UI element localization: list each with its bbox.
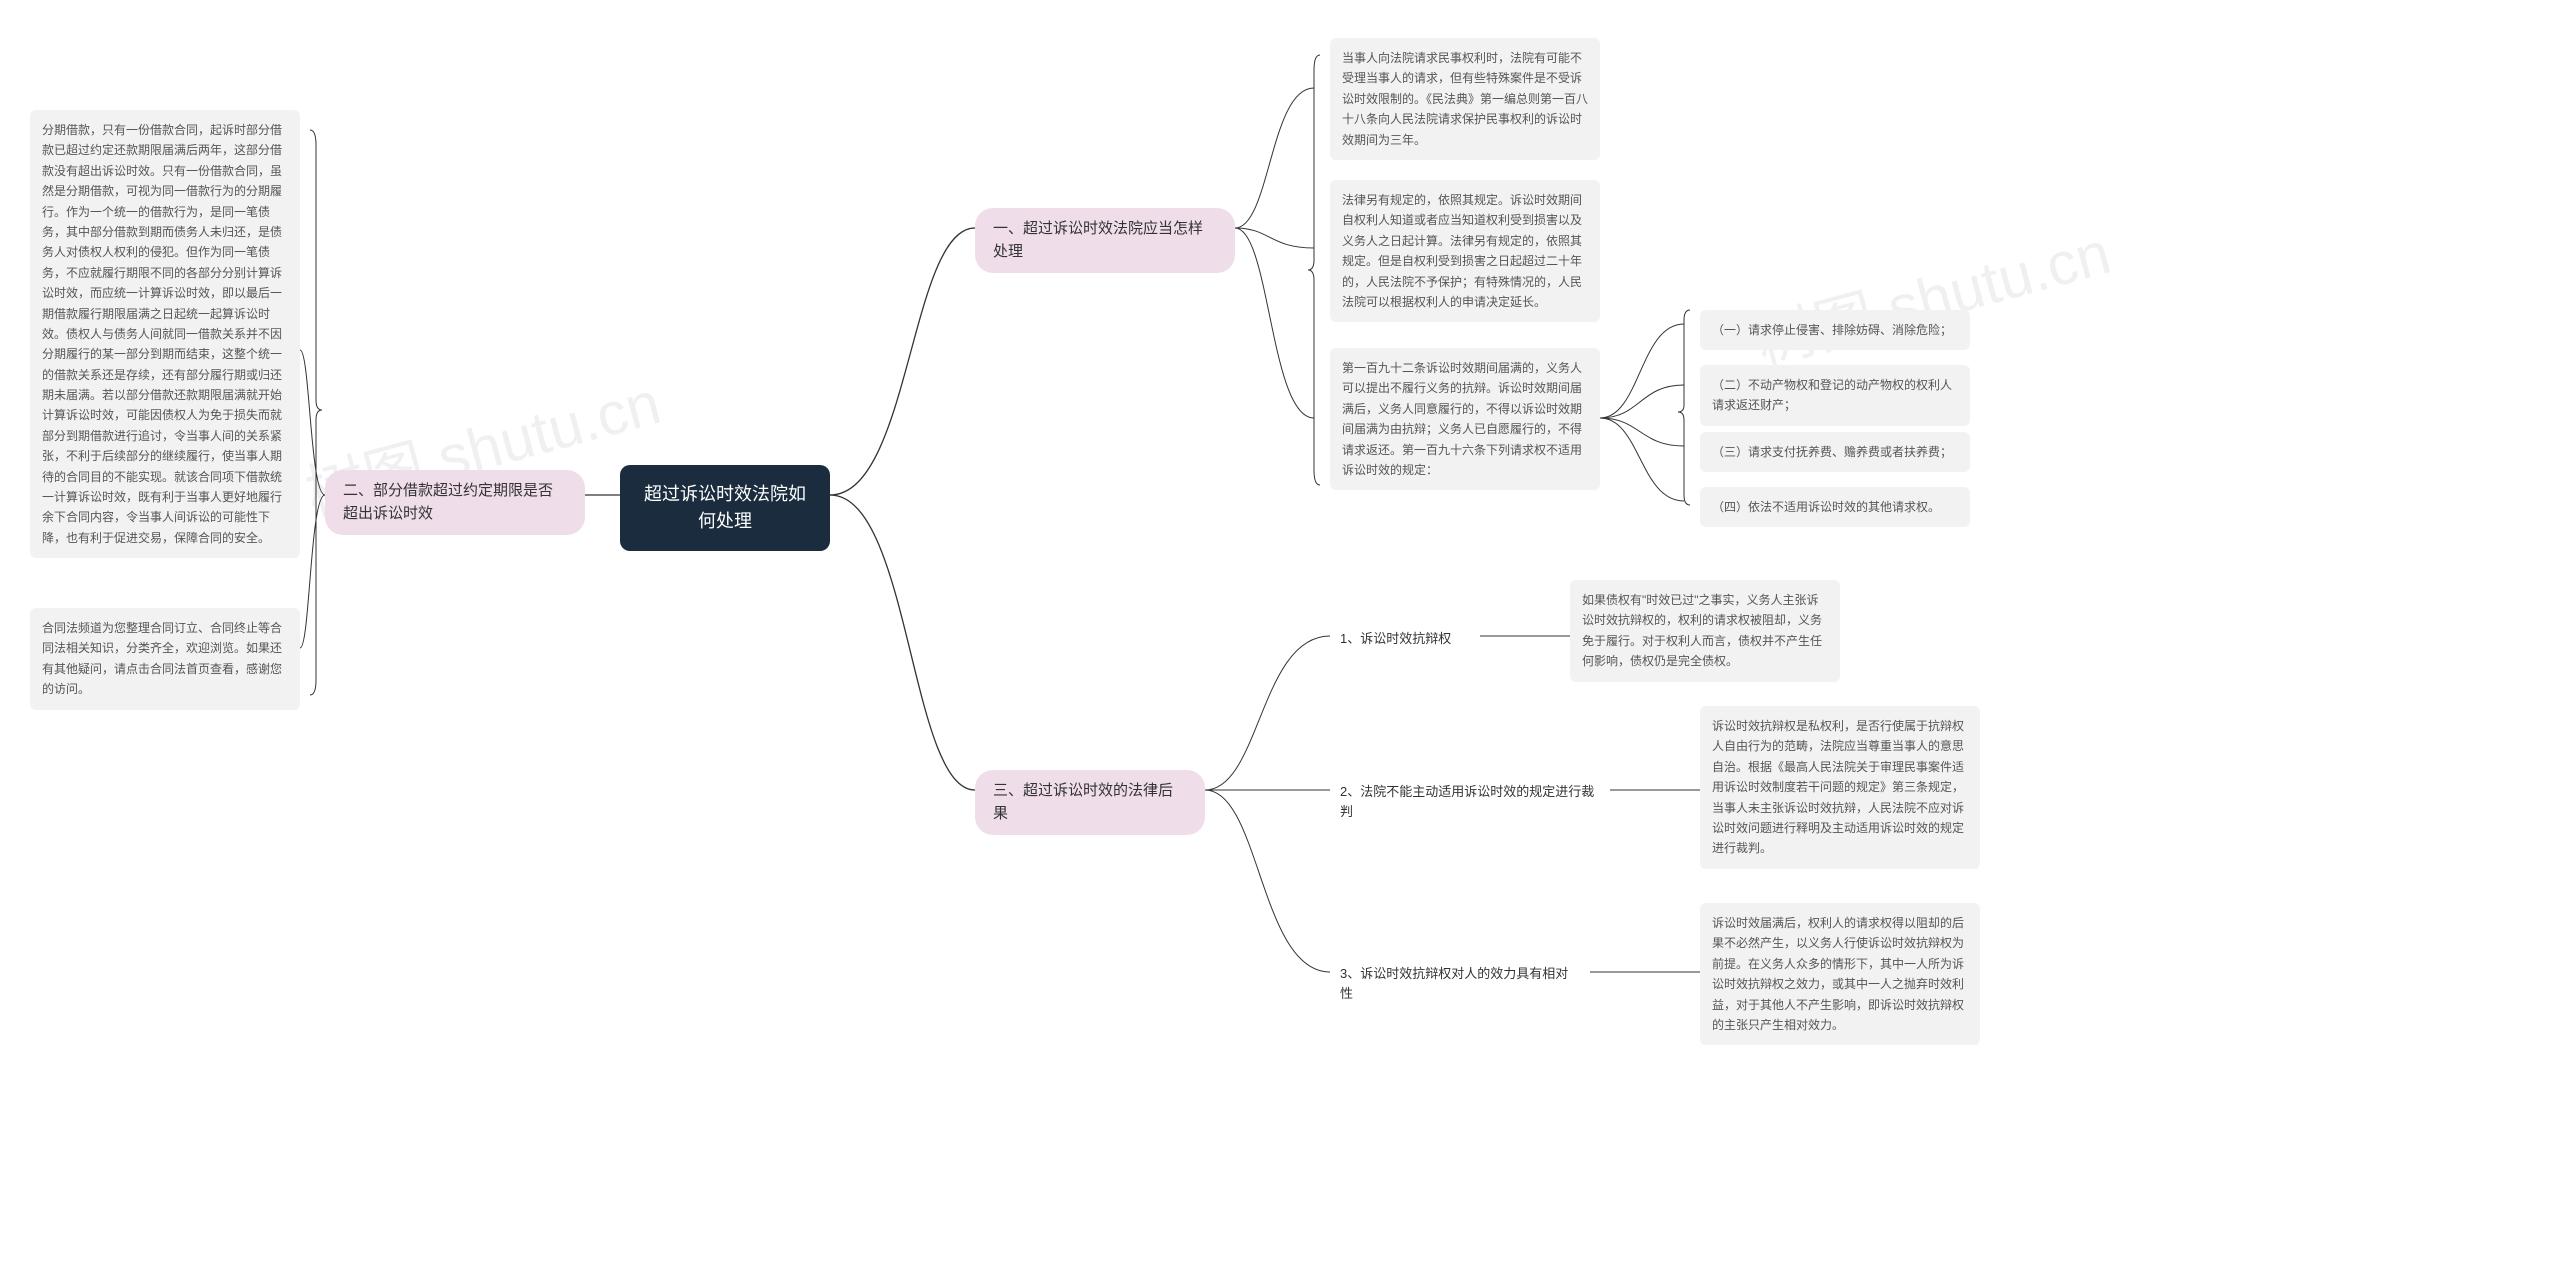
leaf-text: （四）依法不适用诉讼时效的其他请求权。 [1712, 500, 1940, 514]
leaf-node-b2l1: 分期借款，只有一份借款合同，起诉时部分借款已超过约定还款期限届满后两年，这部分借… [30, 110, 300, 558]
leaf-node-b1l1: 当事人向法院请求民事权利时，法院有可能不受理当事人的请求，但有些特殊案件是不受诉… [1330, 38, 1600, 160]
leaf-text: 诉讼时效届满后，权利人的请求权得以阻却的后果不必然产生，以义务人行使诉讼时效抗辩… [1712, 916, 1964, 1032]
sub-label: 2、法院不能主动适用诉讼时效的规定进行裁判 [1340, 784, 1594, 819]
leaf-node-b1l3c1: （一）请求停止侵害、排除妨碍、消除危险； [1700, 310, 1970, 350]
leaf-node-b1l3c3: （三）请求支付抚养费、赡养费或者扶养费； [1700, 432, 1970, 472]
branch-label: 一、超过诉讼时效法院应当怎样处理 [993, 220, 1203, 260]
branch-node-3: 三、超过诉讼时效的法律后果 [975, 770, 1205, 835]
leaf-text: 分期借款，只有一份借款合同，起诉时部分借款已超过约定还款期限届满后两年，这部分借… [42, 123, 282, 545]
center-label: 超过诉讼时效法院如何处理 [644, 484, 806, 531]
leaf-text: 第一百九十二条诉讼时效期间届满的，义务人可以提出不履行义务的抗辩。诉讼时效期间届… [1342, 361, 1582, 477]
center-node: 超过诉讼时效法院如何处理 [620, 465, 830, 551]
leaf-node-b1l3: 第一百九十二条诉讼时效期间届满的，义务人可以提出不履行义务的抗辩。诉讼时效期间届… [1330, 348, 1600, 490]
leaf-text: 法律另有规定的，依照其规定。诉讼时效期间自权利人知道或者应当知道权利受到损害以及… [1342, 193, 1582, 309]
leaf-text: （三）请求支付抚养费、赡养费或者扶养费； [1712, 445, 1952, 459]
sub-label: 3、诉讼时效抗辩权对人的效力具有相对性 [1340, 966, 1568, 1001]
leaf-node-b3s3: 诉讼时效届满后，权利人的请求权得以阻却的后果不必然产生，以义务人行使诉讼时效抗辩… [1700, 903, 1980, 1045]
leaf-text: （二）不动产物权和登记的动产物权的权利人请求返还财产； [1712, 378, 1952, 412]
leaf-text: 诉讼时效抗辩权是私权利，是否行使属于抗辩权人自由行为的范畴，法院应当尊重当事人的… [1712, 719, 1964, 855]
sub-node-b3s1: 1、诉讼时效抗辩权 [1330, 625, 1480, 653]
leaf-node-b1l3c4: （四）依法不适用诉讼时效的其他请求权。 [1700, 487, 1970, 527]
connector-layer [0, 0, 2560, 1261]
leaf-text: （一）请求停止侵害、排除妨碍、消除危险； [1712, 323, 1952, 337]
leaf-text: 当事人向法院请求民事权利时，法院有可能不受理当事人的请求，但有些特殊案件是不受诉… [1342, 51, 1588, 147]
sub-node-b3s2: 2、法院不能主动适用诉讼时效的规定进行裁判 [1330, 778, 1610, 825]
leaf-text: 合同法频道为您整理合同订立、合同终止等合同法相关知识，分类齐全，欢迎浏览。如果还… [42, 621, 282, 696]
leaf-node-b3s1: 如果债权有"时效已过"之事实，义务人主张诉讼时效抗辩权的，权利的请求权被阻却，义… [1570, 580, 1840, 682]
branch-label: 三、超过诉讼时效的法律后果 [993, 782, 1173, 822]
branch-label: 二、部分借款超过约定期限是否超出诉讼时效 [343, 482, 553, 522]
leaf-node-b1l2: 法律另有规定的，依照其规定。诉讼时效期间自权利人知道或者应当知道权利受到损害以及… [1330, 180, 1600, 322]
leaf-node-b1l3c2: （二）不动产物权和登记的动产物权的权利人请求返还财产； [1700, 365, 1970, 426]
leaf-text: 如果债权有"时效已过"之事实，义务人主张诉讼时效抗辩权的，权利的请求权被阻却，义… [1582, 593, 1822, 668]
branch-node-1: 一、超过诉讼时效法院应当怎样处理 [975, 208, 1235, 273]
leaf-node-b2l2: 合同法频道为您整理合同订立、合同终止等合同法相关知识，分类齐全，欢迎浏览。如果还… [30, 608, 300, 710]
sub-node-b3s3: 3、诉讼时效抗辩权对人的效力具有相对性 [1330, 960, 1590, 1007]
branch-node-2: 二、部分借款超过约定期限是否超出诉讼时效 [325, 470, 585, 535]
leaf-node-b3s2: 诉讼时效抗辩权是私权利，是否行使属于抗辩权人自由行为的范畴，法院应当尊重当事人的… [1700, 706, 1980, 869]
sub-label: 1、诉讼时效抗辩权 [1340, 631, 1451, 646]
